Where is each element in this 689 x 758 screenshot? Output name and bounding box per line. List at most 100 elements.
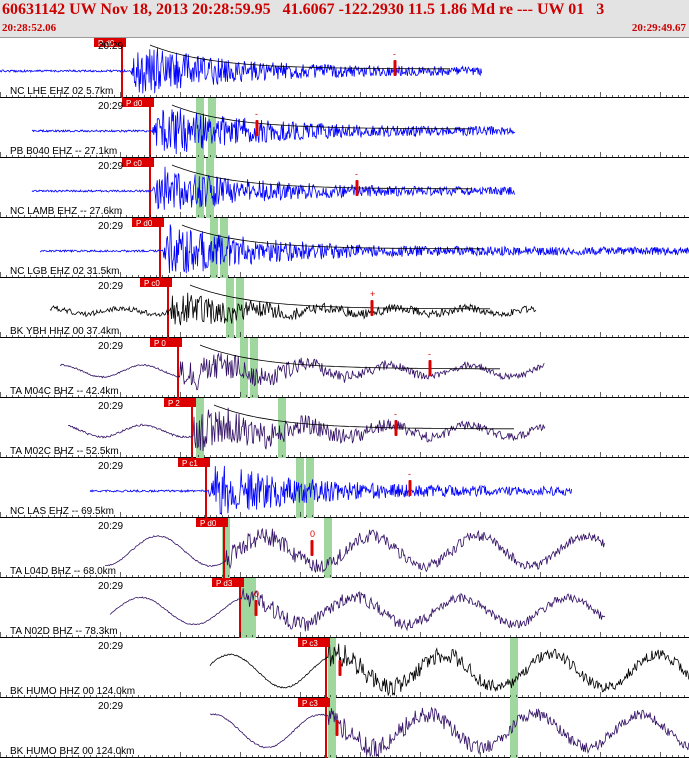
- trace-time-label: 20:29: [98, 641, 123, 652]
- window-start-time: 20:28:52.06: [2, 22, 57, 34]
- amplitude-pick: [338, 660, 342, 676]
- waveform: [31, 108, 516, 155]
- pick-label: P d3: [216, 579, 233, 588]
- waveform: [59, 352, 545, 391]
- station-label: BK YBH HHZ 00 37.4km: [10, 326, 119, 337]
- pick-label: P c1: [182, 459, 198, 468]
- phase-marker: [220, 218, 228, 278]
- waveform: [0, 48, 482, 94]
- pick-label-box: [164, 398, 196, 407]
- trace-time-label: 20:29: [98, 281, 123, 292]
- phase-marker: [328, 698, 336, 758]
- waveform: [209, 643, 689, 697]
- waveform: [104, 527, 605, 573]
- station-label: BK HUMO HHZ 00 124.0km: [10, 686, 135, 697]
- pick-label-box: [298, 698, 330, 707]
- trace-time-label: 20:29: [98, 401, 123, 412]
- amplitude-pick-label: -: [393, 49, 396, 59]
- trace-time-label: 20:29: [98, 581, 123, 592]
- phase-marker: [236, 278, 244, 338]
- pick-label: P 2: [168, 399, 180, 408]
- trace-time-label: 20:29: [98, 221, 123, 232]
- station-label: BK HUMO BHZ 00 124.0km: [10, 746, 134, 757]
- waveform: [89, 465, 572, 515]
- phase-marker: [196, 158, 204, 218]
- waveform: [39, 224, 689, 274]
- pick-label-box: [122, 98, 154, 107]
- pick-label-box: [122, 158, 154, 167]
- amplitude-pick-label: 0: [310, 529, 315, 539]
- amplitude-pick-label: -: [355, 169, 358, 179]
- coda-decay-curve: [199, 344, 500, 370]
- amplitude-pick: [370, 300, 374, 316]
- phase-marker: [222, 518, 230, 578]
- pick-label: P c3: [302, 699, 318, 708]
- phase-marker: [226, 278, 234, 338]
- waveform: [31, 166, 516, 210]
- window-end-time: 20:29:49.67: [631, 22, 686, 34]
- pick-label: P 0: [154, 339, 166, 348]
- station-label: TA N02D BHZ -- 78.3km: [10, 626, 118, 637]
- phase-marker: [240, 578, 248, 638]
- phase-marker: [278, 398, 286, 458]
- amplitude-pick-label: -: [408, 469, 411, 479]
- trace-time-label: 20:29: [98, 461, 123, 472]
- amplitude-pick: [335, 720, 339, 736]
- pick-label: P d0: [98, 39, 115, 48]
- pick-label-box: [178, 458, 210, 467]
- station-label: PB B040 EHZ -- 27.1km: [10, 146, 117, 157]
- phase-marker: [510, 698, 518, 758]
- pick-label: P d0: [136, 219, 153, 228]
- station-label: NC LHE EHZ 02 5.7km: [10, 86, 113, 97]
- phase-marker: [328, 638, 336, 698]
- station-label: TA M02C BHZ -- 52.5km: [10, 446, 119, 457]
- trace-time-label: 20:29: [98, 701, 123, 712]
- station-label: NC LAS EHZ -- 69.5km: [10, 506, 114, 517]
- phase-marker: [510, 638, 518, 698]
- amplitude-pick-label: -: [428, 349, 431, 359]
- amplitude-pick-label: 0: [254, 589, 259, 599]
- pick-label: P c3: [302, 639, 318, 648]
- pick-label: P d0: [200, 519, 217, 528]
- coda-decay-curve: [189, 284, 490, 310]
- coda-decay-curve: [149, 44, 450, 70]
- event-header: 60631142 UW Nov 18, 2013 20:28:59.95 41.…: [0, 0, 689, 38]
- amplitude-pick: [408, 480, 412, 496]
- pick-label-box: [132, 218, 164, 227]
- waveform: [67, 407, 546, 452]
- coda-decay-curve: [181, 224, 482, 250]
- pick-label-box: [298, 638, 330, 647]
- station-label: NC LAMB EHZ -- 27.6km: [10, 206, 122, 217]
- pick-label: P c0: [126, 159, 142, 168]
- phase-marker: [324, 518, 332, 578]
- waveform: [209, 706, 689, 758]
- amplitude-pick-label: -: [255, 109, 258, 119]
- waveform: [49, 292, 537, 326]
- amplitude-pick: [310, 540, 314, 556]
- trace-time-label: 20:29: [98, 341, 123, 352]
- trace-time-label: 20:29: [98, 161, 123, 172]
- pick-label-box: [140, 278, 172, 287]
- amplitude-pick: [393, 60, 397, 76]
- amplitude-pick: [254, 600, 258, 616]
- pick-label-box: [196, 518, 228, 527]
- waveform: [109, 588, 606, 632]
- pick-label-box: [150, 338, 182, 347]
- coda-decay-curve: [213, 404, 514, 430]
- phase-marker: [250, 338, 258, 398]
- coda-decay-curve: [171, 164, 472, 190]
- coda-decay-curve: [171, 104, 472, 130]
- amplitude-pick: [255, 120, 259, 136]
- station-label: TA M04C BHZ -- 42.4km: [10, 386, 119, 397]
- station-label: NC LGB EHZ 02 31.5km: [10, 266, 119, 277]
- amplitude-pick-label: -: [394, 409, 397, 419]
- pick-label-box: [94, 38, 126, 47]
- pick-label: P c0: [144, 279, 160, 288]
- station-label: TA L04D BHZ -- 68.0km: [10, 566, 116, 577]
- trace-time-label: 20:29: [98, 41, 123, 52]
- trace-time-label: 20:29: [98, 101, 123, 112]
- pick-label-box: [212, 578, 244, 587]
- amplitude-pick: [394, 420, 398, 436]
- amplitude-pick: [355, 180, 359, 196]
